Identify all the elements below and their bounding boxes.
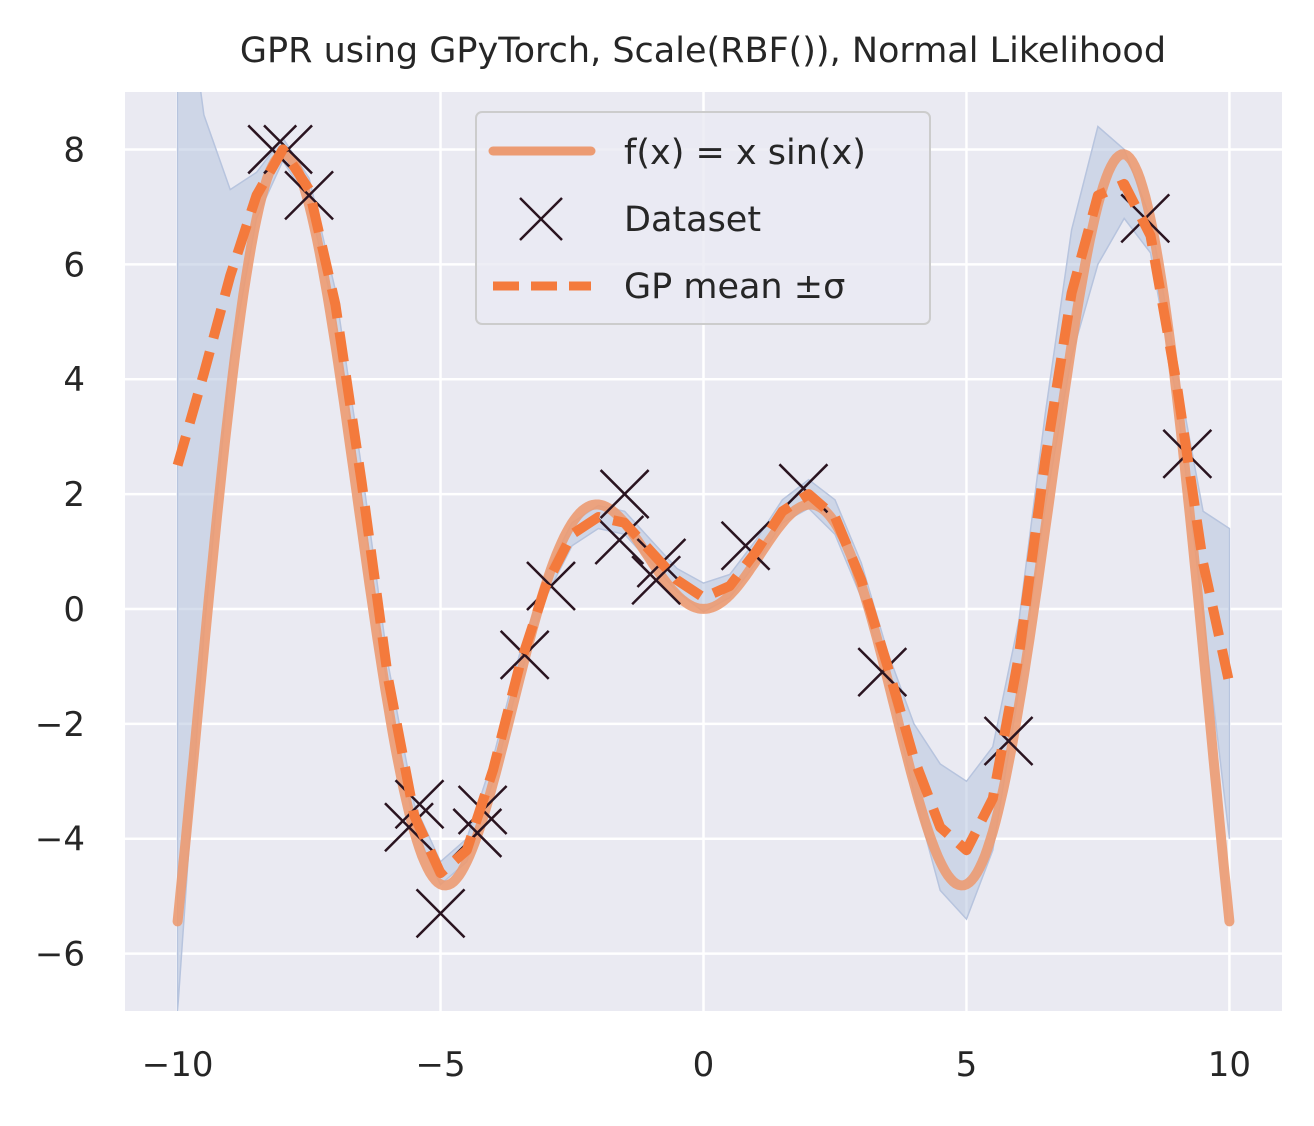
- dataset-point: [247, 124, 298, 175]
- x-tick-label: −10: [142, 1045, 214, 1085]
- chart-title: GPR using GPyTorch, Scale(RBF()), Normal…: [240, 31, 1166, 71]
- y-tick-label: −6: [35, 935, 85, 975]
- legend: f(x) = x sin(x) Dataset GP mean ±σ: [475, 111, 931, 325]
- legend-label-dataset: Dataset: [624, 200, 761, 240]
- y-tick-label: 2: [63, 475, 85, 515]
- y-tick-label: 6: [63, 245, 85, 285]
- dataset-point: [599, 469, 650, 519]
- y-tick-label: 4: [63, 360, 85, 400]
- gp-mean-line: [172, 144, 1235, 879]
- dataset-point: [499, 630, 550, 680]
- y-tick-label: −2: [35, 705, 85, 745]
- dataset-point: [284, 170, 334, 221]
- x-tick-label: −5: [415, 1045, 465, 1085]
- x-tick-label: 0: [693, 1045, 715, 1085]
- tick-labels: −10 −5 0 5 10 −6 −4 −2 0 2 4 6 8: [35, 130, 1251, 1085]
- dataset-point: [983, 716, 1034, 766]
- dataset-point: [720, 520, 771, 571]
- data-layer: [172, 92, 1235, 1011]
- legend-swatch-dataset: [519, 197, 563, 241]
- y-tick-label: −4: [35, 820, 85, 860]
- dataset-point: [394, 779, 445, 830]
- dataset-point: [631, 555, 682, 606]
- legend-label-gp-mean: GP mean ±σ: [624, 267, 845, 307]
- x-tick-label: 10: [1208, 1045, 1251, 1085]
- dataset-point: [594, 515, 645, 565]
- y-tick-label: 0: [63, 590, 85, 630]
- x-tick-label: 5: [956, 1045, 978, 1085]
- y-tick-label: 8: [63, 130, 85, 170]
- legend-frame: [475, 111, 931, 325]
- legend-label-true-function: f(x) = x sin(x): [624, 133, 866, 173]
- dataset-point: [415, 888, 466, 939]
- true-function-line: [172, 149, 1235, 927]
